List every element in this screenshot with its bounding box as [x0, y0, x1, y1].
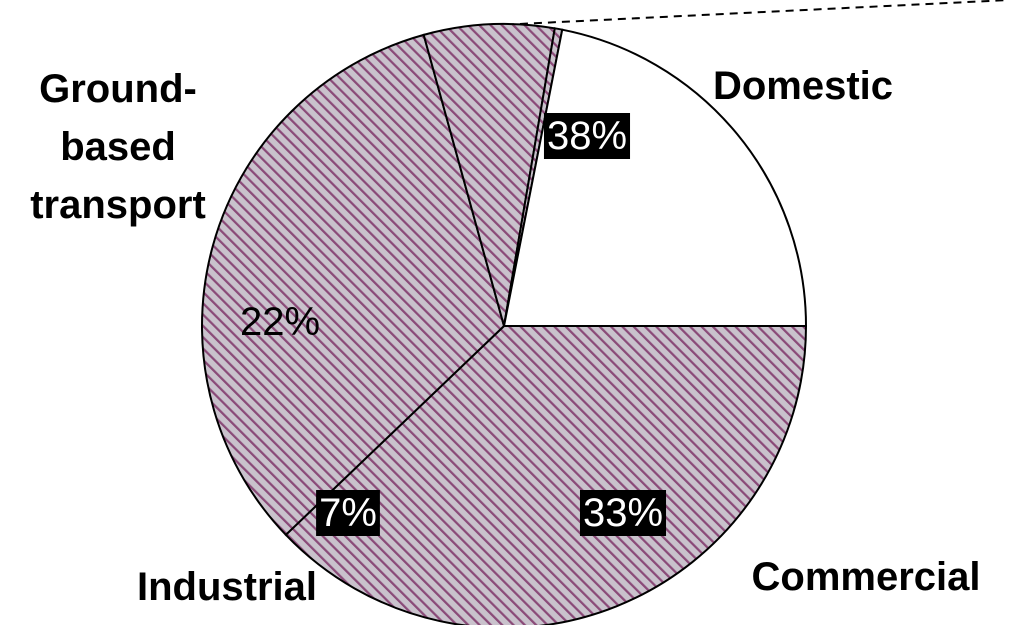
category-label-line: Ground-	[39, 67, 197, 111]
pie-slice-ground-based-transport	[502, 28, 808, 327]
category-label-domestic: Domestic	[713, 64, 893, 108]
pie-slice-domestic	[284, 325, 808, 625]
value-label-text: 7%	[319, 491, 377, 535]
value-label-text: 38%	[547, 114, 627, 158]
value-label-background	[316, 490, 380, 536]
category-label-industrial: Industrial	[137, 565, 317, 609]
value-label-background	[543, 113, 631, 159]
pie-slice-commercial	[201, 33, 506, 537]
value-label-commercial: 33%	[579, 490, 667, 536]
value-label-ground-based-transport: 22%	[240, 300, 320, 344]
value-label-domestic: 38%	[543, 113, 631, 159]
category-label-line: transport	[30, 183, 206, 227]
leader-line	[477, 0, 1009, 27]
value-label-industrial: 7%	[316, 490, 380, 536]
value-label-text: 22%	[240, 300, 320, 344]
value-label-background	[579, 490, 667, 536]
value-label-text: 33%	[583, 491, 663, 535]
category-label-commercial: Commercial	[752, 555, 981, 599]
pie-slice-industrial	[422, 23, 556, 327]
category-label-line: based	[60, 125, 176, 169]
category-label-ground-based-transport: Ground-based transport	[30, 67, 206, 227]
